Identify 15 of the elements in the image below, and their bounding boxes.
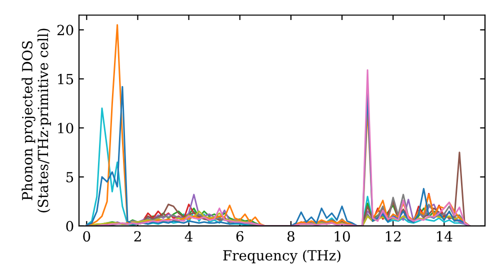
y-tick-label: 20: [57, 24, 74, 36]
x-tick-label: 6: [236, 231, 244, 242]
x-tick-label: 0: [83, 231, 90, 242]
x-tick-label: 10: [334, 231, 350, 242]
y-tick-label: 15: [58, 74, 74, 84]
x-tick-label: 2: [134, 231, 141, 242]
y-axis-title: Phonon projected DOS (States/THz·primitive cell): [22, 28, 51, 212]
x-tick-label: 14: [437, 231, 452, 242]
y-tick-label: 10: [58, 122, 74, 134]
x-tick-label: 8: [287, 231, 294, 242]
y-tick-label: 5: [66, 172, 74, 182]
x-tick-label: 4: [184, 231, 193, 242]
x-tick-label: 12: [386, 231, 401, 242]
y-tick-label: 0: [66, 220, 74, 232]
x-axis-title: Frequency (THz): [223, 250, 340, 264]
